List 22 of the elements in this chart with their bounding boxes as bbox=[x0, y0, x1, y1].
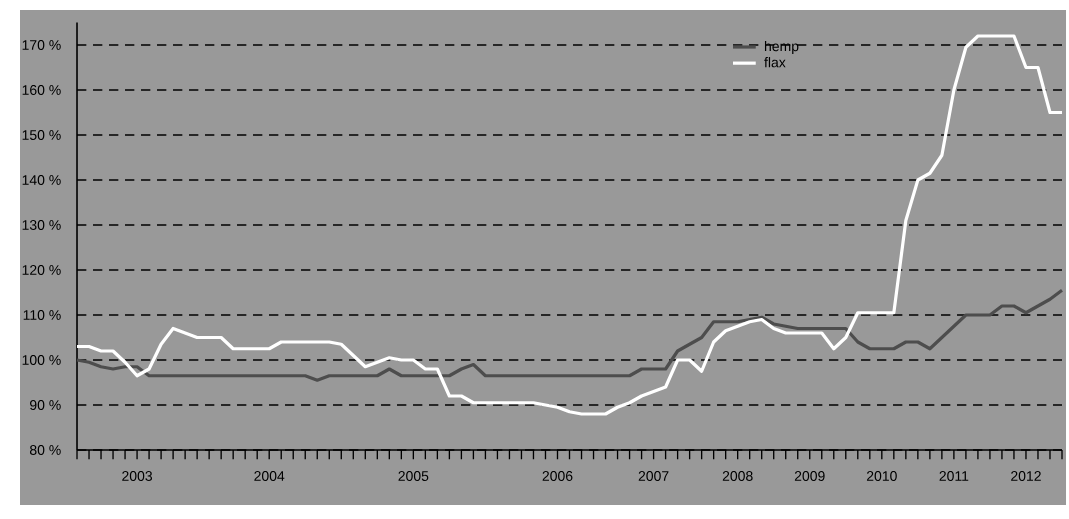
x-tick-label: 2006 bbox=[542, 471, 573, 481]
y-tick-label: 140 % bbox=[22, 175, 61, 185]
x-tick-label: 2005 bbox=[398, 471, 429, 481]
y-tick-label: 120 % bbox=[22, 265, 61, 275]
y-tick-label: 160 % bbox=[22, 85, 61, 95]
y-tick-label: 100 % bbox=[22, 355, 61, 365]
x-tick-label: 2009 bbox=[794, 471, 825, 481]
x-tick-label: 2008 bbox=[722, 471, 753, 481]
y-tick-label: 170 % bbox=[22, 40, 61, 50]
legend-label: hemp bbox=[764, 40, 799, 54]
x-tick-label: 2012 bbox=[1011, 471, 1041, 481]
y-tick-label: 110 % bbox=[23, 310, 61, 320]
x-tick-label: 2003 bbox=[122, 471, 153, 481]
x-tick-label: 2007 bbox=[638, 471, 669, 481]
y-tick-label: 80 % bbox=[29, 445, 61, 455]
x-tick-label: 2011 bbox=[939, 471, 969, 481]
legend-label: flax bbox=[764, 57, 786, 68]
y-tick-label: 150 % bbox=[22, 130, 61, 140]
x-tick-label: 2010 bbox=[866, 471, 897, 481]
x-tick-label: 2004 bbox=[254, 471, 285, 481]
y-tick-label: 90 % bbox=[30, 400, 61, 410]
y-tick-label: 130 % bbox=[22, 220, 61, 230]
